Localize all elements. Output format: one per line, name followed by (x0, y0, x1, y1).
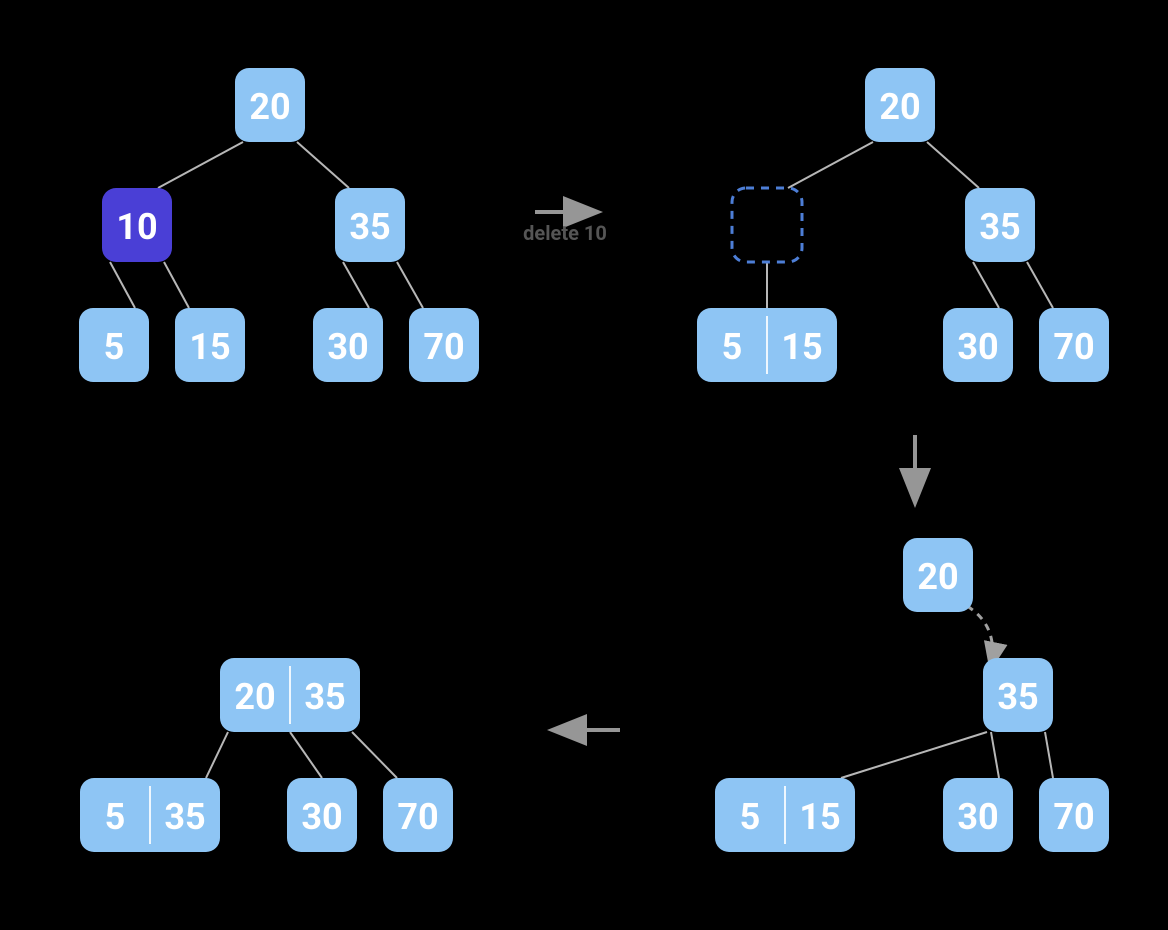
tree-node: 20 (903, 538, 973, 612)
node-key: 5 (740, 796, 761, 838)
tree-edge (991, 732, 999, 778)
tree-edge (158, 142, 243, 188)
node-key: 15 (781, 326, 822, 368)
node-key: 70 (397, 796, 438, 838)
tree-edge (973, 262, 999, 308)
tree-edge (788, 142, 873, 188)
tree-node: 5 35 (80, 778, 220, 852)
tree-node: 5 15 (697, 308, 837, 382)
tree-node: 5 15 (715, 778, 855, 852)
node-key: 5 (105, 796, 126, 838)
merge-arrow (967, 606, 993, 666)
node-key: 20 (917, 556, 958, 598)
node-key: 35 (997, 676, 1038, 718)
btree-delete-diagram: 2010355153070203551530702035515307020355… (0, 0, 1168, 930)
tree-node: 30 (287, 778, 357, 852)
node-key: 35 (349, 206, 390, 248)
tree-node: 5 (79, 308, 149, 382)
node-key: 70 (423, 326, 464, 368)
tree-edge (1045, 732, 1053, 778)
tree-node: 30 (943, 778, 1013, 852)
node-key: 35 (979, 206, 1020, 248)
tree-node: 35 (335, 188, 405, 262)
node-key: 35 (164, 796, 205, 838)
node-key: 70 (1053, 326, 1094, 368)
node-key: 10 (116, 206, 157, 248)
tree-edge (164, 262, 189, 308)
tree-edge (290, 732, 322, 778)
tree-edge (352, 732, 397, 778)
tree-node: 15 (175, 308, 245, 382)
node-key: 20 (249, 86, 290, 128)
tree-node: 70 (1039, 308, 1109, 382)
node-key: 70 (1053, 796, 1094, 838)
tree-node: 2035 (220, 658, 360, 732)
tree-edge (297, 142, 349, 188)
tree-node: 20 (865, 68, 935, 142)
tree-node-placeholder (732, 188, 802, 262)
tree-node-highlight: 10 (102, 188, 172, 262)
tree-node: 70 (409, 308, 479, 382)
node-key: 30 (957, 326, 998, 368)
node-key: 5 (722, 326, 743, 368)
tree-node: 35 (983, 658, 1053, 732)
tree-edge (343, 262, 369, 308)
node-key: 15 (189, 326, 230, 368)
node-key: 30 (327, 326, 368, 368)
tree-edge (1027, 262, 1053, 308)
tree-node: 20 (235, 68, 305, 142)
node-key: 5 (104, 326, 125, 368)
tree-node: 70 (1039, 778, 1109, 852)
node-key: 20 (234, 676, 275, 718)
node-key: 35 (304, 676, 345, 718)
node-key: 15 (799, 796, 840, 838)
node-key: 30 (957, 796, 998, 838)
node-key: 20 (879, 86, 920, 128)
node-key: 30 (301, 796, 342, 838)
tree-node: 35 (965, 188, 1035, 262)
tree-edge (841, 732, 987, 778)
tree-edge (927, 142, 979, 188)
tree-edge (397, 262, 423, 308)
tree-node: 30 (943, 308, 1013, 382)
tree-node: 70 (383, 778, 453, 852)
step-label: delete 10 (523, 221, 607, 245)
tree-edge (206, 732, 228, 778)
tree-edge (110, 262, 135, 308)
tree-node: 30 (313, 308, 383, 382)
